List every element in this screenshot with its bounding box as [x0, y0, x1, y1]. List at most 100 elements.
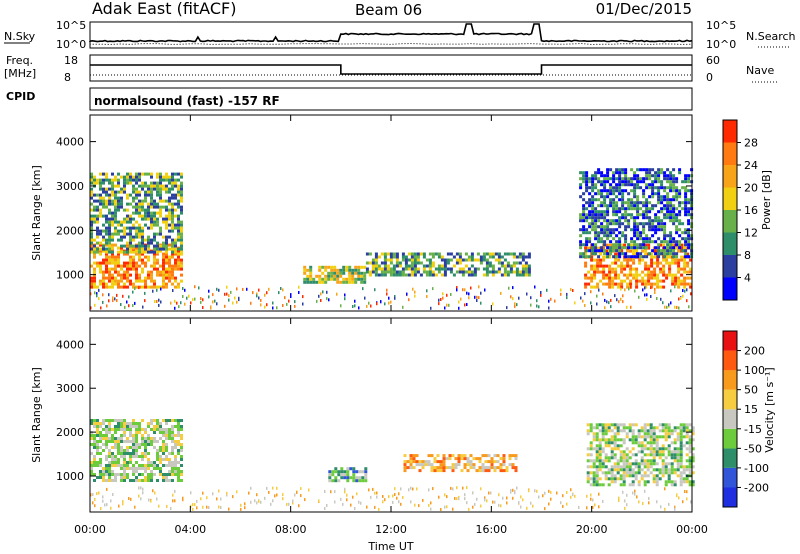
heatmap-cell	[352, 467, 356, 471]
heatmap-cell	[396, 496, 398, 500]
heatmap-cell	[639, 246, 643, 250]
heatmap-cell	[686, 252, 690, 256]
heatmap-cell	[622, 429, 626, 433]
heatmap-cell	[165, 282, 168, 286]
heatmap-cell	[619, 429, 623, 433]
heatmap-cell	[105, 261, 108, 265]
heatmap-cell	[548, 306, 550, 310]
heatmap-cell	[487, 460, 491, 464]
heatmap-cell	[684, 252, 688, 256]
heatmap-cell	[464, 288, 466, 292]
heatmap-cell	[346, 470, 350, 474]
heatmap-cell	[688, 483, 692, 487]
heatmap-cell	[153, 187, 156, 191]
heatmap-cell	[679, 447, 683, 451]
heatmap-cell	[371, 258, 375, 262]
heatmap-cell	[174, 178, 177, 182]
heatmap-cell	[402, 496, 404, 499]
heatmap-cell	[684, 180, 688, 184]
heatmap-cell	[159, 437, 162, 440]
heatmap-cell	[603, 189, 607, 193]
heatmap-cell	[613, 465, 617, 469]
heatmap-cell	[634, 477, 638, 481]
heatmap-cell	[597, 192, 601, 196]
heatmap-cell	[688, 462, 692, 466]
heatmap-cell	[165, 443, 168, 446]
heatmap-cell	[582, 219, 586, 223]
heatmap-cell	[177, 235, 180, 239]
heatmap-cell	[648, 183, 652, 187]
heatmap-cell	[159, 172, 162, 176]
heatmap-cell	[594, 219, 598, 223]
heatmap-cell	[494, 258, 498, 262]
heatmap-cell	[627, 192, 631, 196]
heatmap-cell	[610, 480, 614, 484]
heatmap-cell	[102, 437, 105, 440]
heatmap-cell	[455, 252, 459, 256]
heatmap-cell	[691, 459, 695, 463]
heatmap-cell	[661, 435, 665, 439]
heatmap-cell	[135, 449, 138, 452]
heatmap-cell	[686, 288, 688, 292]
heatmap-cell	[114, 205, 117, 209]
heatmap-cell	[244, 502, 246, 506]
heatmap-cell	[320, 292, 322, 296]
heatmap-cell	[681, 207, 685, 211]
heatmap-cell	[506, 261, 510, 265]
heatmap-cell	[609, 231, 613, 235]
heatmap-cell	[649, 432, 653, 436]
heatmap-cell	[652, 429, 656, 433]
heatmap-cell	[685, 465, 689, 469]
heatmap-cell	[144, 193, 147, 197]
heatmap-cell	[422, 264, 426, 268]
heatmap-cell	[389, 255, 393, 259]
heatmap-cell	[603, 231, 607, 235]
heatmap-cell	[619, 483, 623, 487]
heatmap-cell	[409, 460, 413, 464]
heatmap-cell	[679, 477, 683, 481]
heatmap-cell	[666, 198, 670, 202]
heatmap-cell	[463, 466, 467, 470]
heatmap-cell	[662, 279, 666, 283]
heatmap-cell	[497, 261, 501, 265]
heatmap-cell	[502, 460, 506, 464]
heatmap-cell	[147, 452, 150, 455]
heatmap-cell	[306, 280, 310, 284]
heatmap-cell	[177, 226, 180, 230]
heatmap-cell	[120, 440, 123, 443]
heatmap-cell	[126, 467, 129, 470]
heatmap-cell	[497, 270, 501, 274]
colorbar-tick-label: 16	[744, 204, 758, 217]
heatmap-cell	[180, 425, 183, 428]
heatmap-cell	[93, 238, 96, 242]
heatmap-cell	[647, 243, 651, 247]
heatmap-cell	[591, 222, 595, 226]
heatmap-cell	[138, 175, 141, 179]
heatmap-cell	[135, 178, 138, 182]
heatmap-cell	[105, 238, 108, 242]
heatmap-cell	[585, 207, 589, 211]
heatmap-cell	[518, 501, 520, 505]
heatmap-cell	[99, 184, 102, 188]
heatmap-cell	[174, 299, 176, 303]
heatmap-cell	[676, 468, 680, 472]
heatmap-cell	[120, 464, 123, 467]
heatmap-cell	[443, 267, 447, 271]
heatmap-cell	[111, 276, 114, 280]
heatmap-cell	[512, 270, 516, 274]
heatmap-cell	[597, 180, 601, 184]
nsky-tick-low: 10^0	[56, 38, 86, 51]
heatmap-cell	[446, 495, 448, 499]
heatmap-cell	[635, 267, 639, 271]
heatmap-cell	[604, 453, 608, 457]
heatmap-cell	[679, 423, 683, 427]
heatmap-cell	[138, 250, 141, 254]
heatmap-cell	[156, 497, 158, 501]
heatmap-cell	[654, 291, 656, 294]
heatmap-cell	[394, 295, 396, 298]
heatmap-cell	[662, 243, 666, 247]
heatmap-cell	[600, 231, 604, 235]
heatmap-cell	[675, 207, 679, 211]
heatmap-cell	[324, 507, 326, 510]
heatmap-cell	[664, 465, 668, 469]
